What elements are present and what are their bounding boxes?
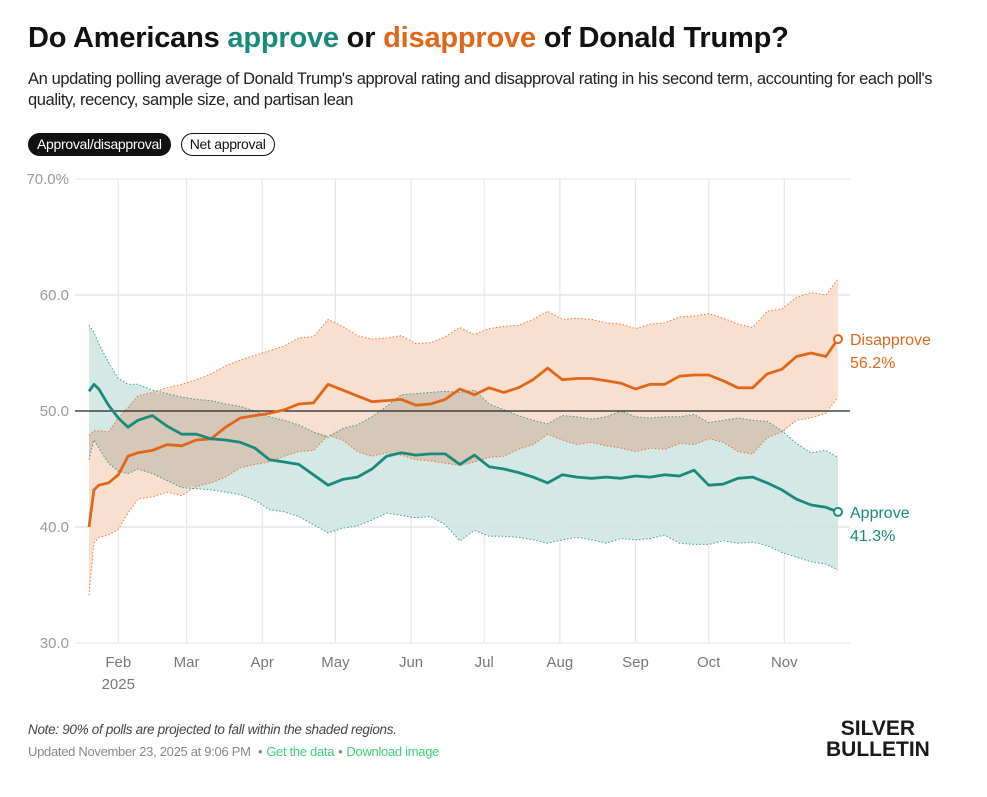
title-approve-word: approve — [227, 22, 339, 54]
silver-bulletin-logo: SILVER BULLETIN — [826, 718, 930, 760]
x-tick-label: Oct — [697, 654, 721, 671]
x-tick-label: Sep — [622, 654, 649, 671]
x-tick-label: Apr — [251, 654, 274, 671]
x-tick-label: Mar — [174, 654, 200, 671]
approve-end-label: Approve — [850, 505, 910, 522]
footer-updated-line: Updated November 23, 2025 at 9:06 PM • Ge… — [28, 744, 439, 759]
x-tick-label: Aug — [547, 654, 574, 671]
logo-line-1: SILVER — [840, 717, 916, 740]
toggle-net-approval[interactable]: Net approval — [180, 133, 275, 156]
toggle-approval-disapproval[interactable]: Approval/disapproval — [28, 133, 171, 156]
approve-end-value: 41.3% — [850, 528, 895, 545]
x-tick-label: Feb — [105, 654, 131, 671]
approval-chart[interactable]: 30.0 40.0 50.0 60.0 70.0% Feb Mar Apr May Jun Jul A… — [0, 160, 987, 700]
get-data-link[interactable]: Get the data — [266, 744, 335, 759]
x-tick-year-label: 2025 — [102, 676, 135, 693]
approve-end-marker — [833, 506, 843, 517]
disapprove-end-label: Disapprove — [850, 332, 931, 349]
separator-dot: • — [257, 744, 263, 759]
x-tick-label: May — [321, 654, 350, 671]
series-lines — [75, 334, 850, 528]
disapprove-line — [87, 338, 840, 528]
disapprove-band-lower-edge — [88, 396, 839, 596]
x-tick-label: Nov — [771, 654, 798, 671]
y-tick-label: 70.0% — [26, 171, 69, 188]
end-labels: Disapprove 56.2% Approve 41.3% — [850, 332, 931, 545]
chart-note: Note: 90% of polls are projected to fall… — [28, 722, 397, 737]
x-tick-label: Jul — [475, 654, 494, 671]
disapprove-band-upper-edge — [88, 278, 839, 436]
x-tick-label: Jun — [399, 654, 423, 671]
separator-dot: • — [338, 744, 343, 759]
title-suffix: of Donald Trump? — [535, 22, 789, 54]
y-tick-label: 50.0 — [40, 403, 69, 420]
title-prefix: Do Americans — [28, 22, 228, 54]
title-connector: or — [338, 22, 384, 54]
disapprove-end-value: 56.2% — [850, 355, 895, 372]
updated-timestamp: Updated November 23, 2025 at 9:06 PM — [28, 744, 251, 759]
logo-line-2: BULLETIN — [826, 738, 930, 761]
view-toggle-group: Approval/disapproval Net approval — [28, 133, 275, 156]
page-subtitle: An updating polling average of Donald Tr… — [28, 70, 933, 109]
title-disapprove-word: disapprove — [383, 22, 536, 54]
overlap-band — [89, 390, 838, 488]
y-tick-label: 30.0 — [40, 635, 69, 652]
confidence-bands — [88, 278, 839, 596]
download-image-link[interactable]: Download image — [346, 744, 440, 759]
disapprove-end-marker — [833, 334, 843, 345]
axes: 30.0 40.0 50.0 60.0 70.0% Feb Mar Apr May Jun Jul A… — [26, 171, 798, 693]
y-tick-label: 60.0 — [40, 287, 69, 304]
page-title: Do Americans approve or disapprove of Do… — [28, 22, 789, 55]
approve-line — [87, 382, 839, 514]
approve-band-upper-edge — [88, 324, 839, 458]
y-tick-label: 40.0 — [40, 519, 69, 536]
